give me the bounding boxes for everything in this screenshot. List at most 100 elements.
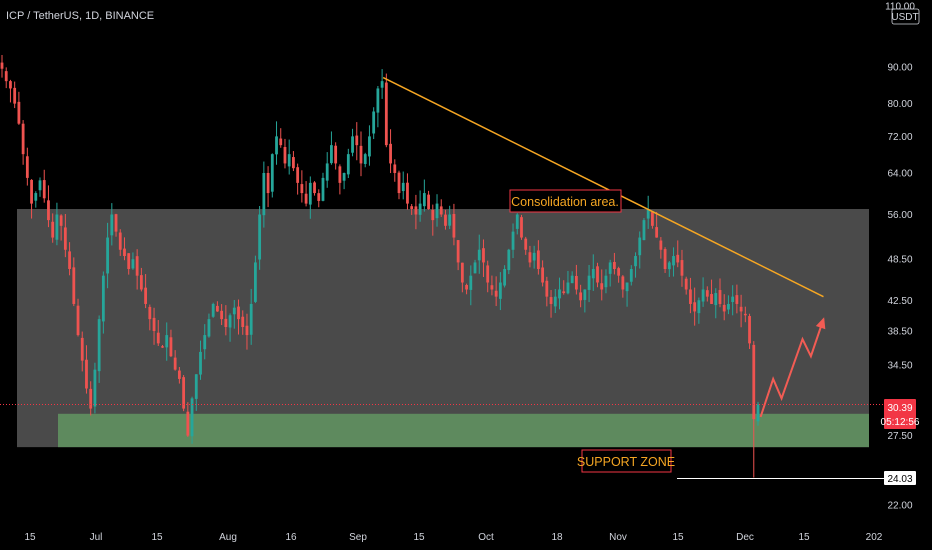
candle-body [384, 82, 388, 146]
candle-body [655, 227, 659, 238]
candle-body [89, 388, 93, 409]
candle-body [422, 193, 426, 207]
candle-body [710, 294, 713, 304]
candle-body [574, 275, 578, 290]
candle-body [629, 268, 633, 282]
candle-body [418, 203, 422, 215]
candle-body [232, 307, 236, 315]
candle-body [676, 254, 680, 263]
candle-series [0, 55, 760, 478]
candle-body [727, 303, 730, 310]
consolidation-zone [17, 209, 869, 448]
candle-body [42, 180, 46, 199]
candle-body [401, 182, 405, 192]
time-tick-label: Aug [219, 532, 237, 543]
candle-body [308, 182, 312, 205]
candle-body [498, 282, 502, 299]
candle-body [0, 62, 4, 69]
price-tick-label: 42.50 [887, 296, 912, 307]
candle-body [97, 319, 101, 372]
candle-body [562, 291, 566, 294]
candle-body [110, 214, 114, 236]
candle-body [156, 332, 160, 344]
candle-body [287, 154, 291, 167]
candle-body [118, 232, 122, 250]
candle-body [21, 123, 25, 155]
candle-body [342, 172, 346, 181]
candle-body [756, 404, 760, 422]
candle-body [477, 249, 481, 261]
candle-body [177, 370, 181, 379]
candle-body [245, 325, 249, 336]
candle-body [587, 275, 591, 290]
price-tick-label: 22.00 [887, 501, 912, 512]
candle-body [211, 303, 215, 317]
candle-body [718, 290, 722, 304]
time-tick-label: Jul [90, 532, 103, 543]
candle-body [515, 214, 519, 229]
candle-body [330, 145, 333, 164]
candle-body [507, 249, 511, 271]
candle-body [397, 172, 401, 194]
price-axis[interactable]: 110.00 90.00 80.00 72.00 64.00 56.00 48.50 42.5… [885, 2, 915, 512]
candle-body [237, 306, 240, 320]
symbol-title[interactable]: ICP / TetherUS, 1D, BINANCE [6, 10, 154, 22]
candle-body [393, 164, 397, 173]
time-axis[interactable]: 15 Jul 15 Aug 16 Sep 15 Oct 18 Nov 15 Dec 15 202 [24, 532, 882, 543]
candle-body [148, 306, 152, 320]
candle-body [135, 256, 139, 276]
time-tick-label: Oct [478, 532, 494, 543]
candle-body [317, 193, 321, 201]
candle-body [152, 317, 156, 332]
candle-body [296, 167, 300, 183]
candle-body [667, 262, 671, 270]
candle-body [292, 157, 295, 169]
candle-body [604, 275, 608, 288]
candle-body [266, 172, 270, 194]
time-tick-label: 15 [151, 532, 163, 543]
time-tick-label: 18 [551, 532, 563, 543]
time-tick-label: 15 [672, 532, 684, 543]
candle-body [596, 266, 599, 283]
trendline[interactable] [382, 76, 824, 298]
projection-arrow-path[interactable] [759, 318, 825, 418]
candle-body [76, 305, 80, 336]
candle-body [13, 87, 17, 104]
candle-body [72, 267, 76, 304]
support-label: SUPPORT ZONE [577, 455, 675, 469]
price-tick-label: 34.50 [887, 361, 912, 372]
candle-body [325, 163, 329, 181]
candle-body [30, 179, 33, 204]
candle-body [591, 268, 595, 279]
current-price-badge [884, 399, 916, 429]
candle-body [59, 215, 63, 226]
candle-body [313, 182, 316, 194]
candle-body [448, 214, 452, 226]
candle-body [473, 262, 477, 274]
candle-body [608, 262, 612, 274]
candle-body [444, 214, 447, 226]
projection-arrow-head [815, 317, 826, 330]
candle-body [460, 262, 464, 283]
support-label-box[interactable] [581, 449, 672, 473]
candle-body [17, 101, 21, 124]
candle-body [672, 256, 675, 266]
candle-body [207, 319, 211, 337]
candle-body [338, 166, 342, 183]
time-tick-label: Nov [609, 532, 627, 543]
candle-body [169, 337, 173, 357]
candle-body [194, 374, 198, 399]
candle-body [372, 111, 376, 134]
candle-body [215, 305, 219, 312]
candle-body [536, 250, 540, 269]
candle-body [642, 220, 646, 241]
currency-label[interactable]: USDT [891, 12, 918, 23]
candle-body [190, 398, 194, 437]
consolidation-label-box[interactable] [509, 189, 622, 213]
candle-body [435, 203, 439, 219]
candle-body [549, 297, 553, 304]
candle-body [9, 81, 12, 89]
candle-body [583, 289, 587, 300]
candle-body [486, 265, 490, 283]
